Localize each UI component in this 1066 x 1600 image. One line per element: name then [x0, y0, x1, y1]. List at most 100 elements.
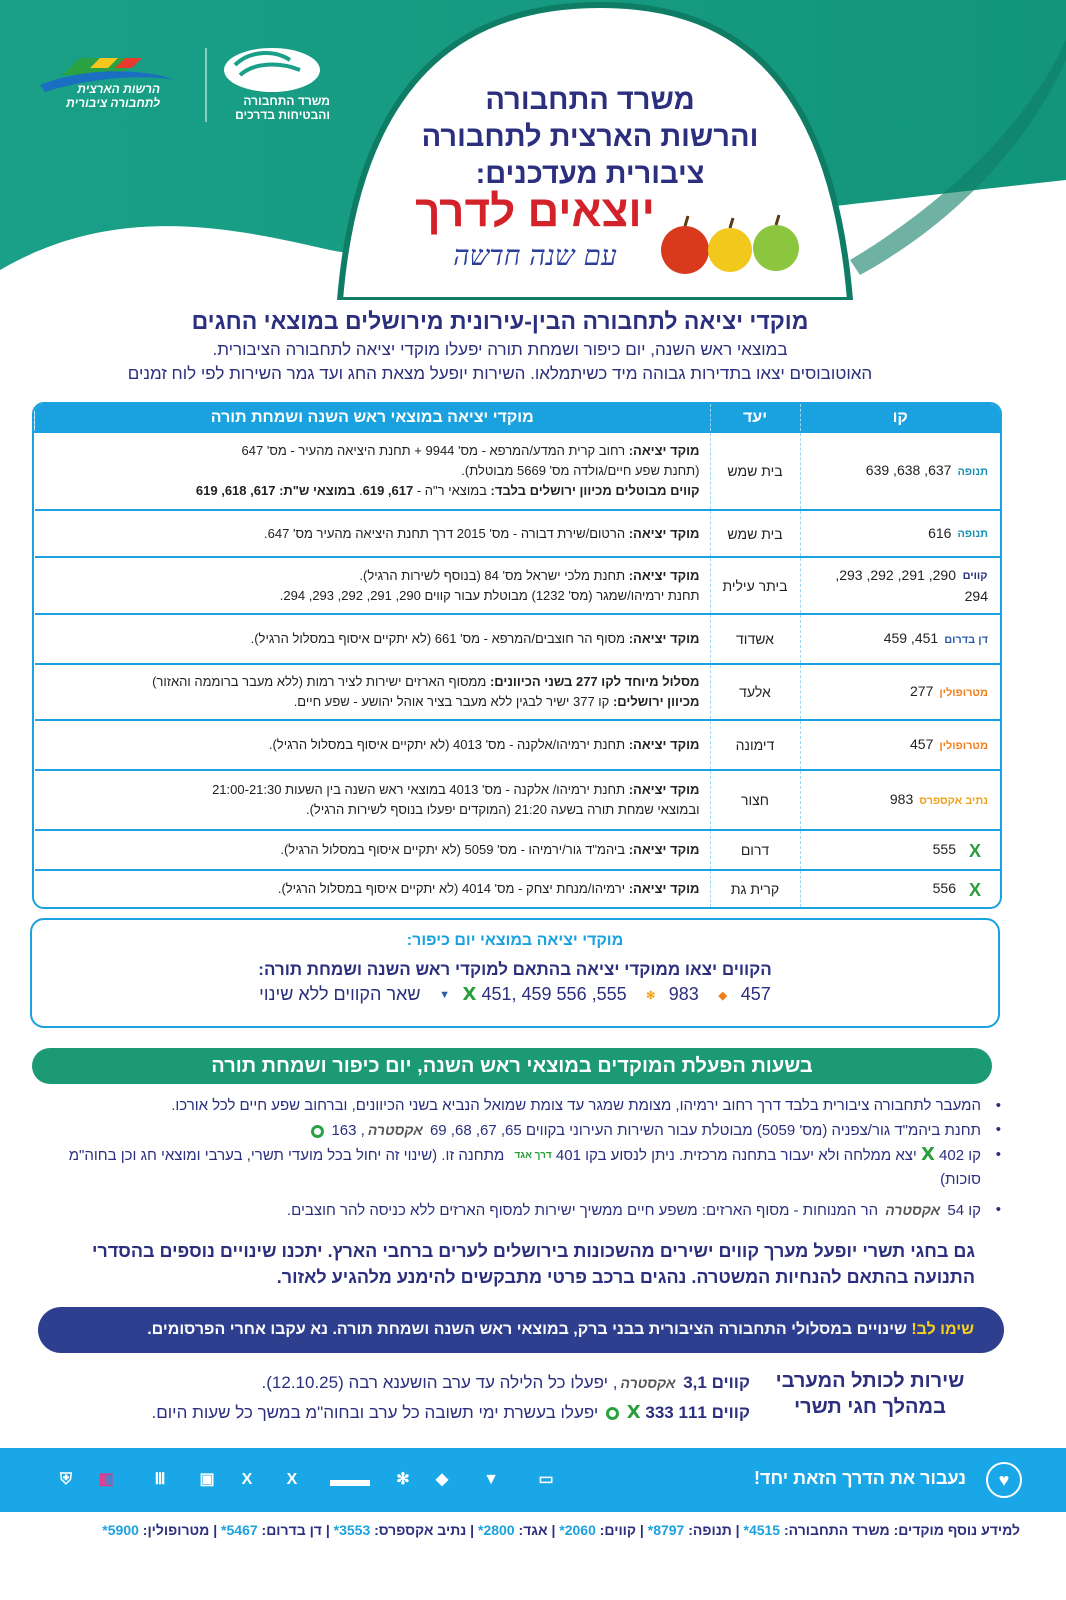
desc-line: ובמוצאי שמחת תורה בשעה 21:20 (המוקדים יפ…: [45, 800, 700, 820]
line-cell: מטרופולין 457: [800, 719, 1000, 770]
desc-bold: מוקד יציאה:: [628, 737, 700, 752]
kavim-logo-icon: קווים: [962, 570, 988, 583]
bullet-text: המעבר לתחבורה ציבורית בלבד דרך רחוב ירמי…: [171, 1097, 981, 1114]
line-cell: נתיב אקספרס 983: [800, 769, 1000, 830]
info-phone[interactable]: *4515: [743, 1522, 781, 1538]
line-numbers: 556: [932, 880, 956, 897]
title-line: משרד התחבורה: [485, 84, 695, 116]
desc-line: מוקד יציאה: תחנת מלכי ישראל מס' 84 (בנוס…: [45, 566, 700, 586]
apples-icon: [661, 214, 799, 274]
hours-title-bar: בשעות הפעלת המוקדים במוצאי ראש השנה, יום…: [32, 1048, 992, 1084]
bullet-text: קו 54: [947, 1202, 981, 1220]
line-numbers: 451, 459: [883, 630, 939, 647]
destination-cell: דרום: [709, 829, 801, 870]
desc-bold: במוצאי ש"ת: 617, 618, 619: [195, 483, 356, 498]
title-line: ציבורית מעדכנים:: [475, 158, 705, 190]
info-phone[interactable]: *5900: [102, 1522, 139, 1538]
line-cell: מטרופולין 277: [800, 663, 1000, 720]
info-line: למידע נוסף מוקדים: משרד התחבורה: *4515 |…: [20, 1522, 1020, 1538]
col-header-line: קו: [799, 404, 1000, 432]
nateev-express-logo-icon: ✻: [396, 1471, 410, 1488]
table-row: קווים290, 291, 292, 293, 294 ביתר עילית מו…: [34, 556, 1000, 614]
desc-text: (תחנת שפע חיים/גולדה מס' 5669 מבוטלת).: [461, 463, 700, 478]
desc-bold: מכיוון ירושלים:: [612, 694, 700, 709]
desc-text: .: [355, 483, 363, 498]
info-phone[interactable]: *2800: [478, 1522, 515, 1538]
line-cell: X 556: [800, 869, 1000, 907]
dan-badarom-logo-icon: ▼: [439, 989, 450, 1002]
info-phone[interactable]: *8797: [647, 1522, 685, 1538]
list-item: המעבר לתחבורה ציבורית בלבד דרך רחוב ירמי…: [30, 1094, 1005, 1118]
desc-line: מוקד יציאה: מסוף הר חוצבים/המרפא - מס' 6…: [45, 629, 700, 649]
separator: |: [321, 1522, 334, 1538]
municipality-logo-icon: ▣: [199, 1471, 215, 1488]
headline: מוקדי יציאה לתחבורה הבין-עירונית מירושלי…: [191, 308, 809, 334]
info-operator: תנופה:: [688, 1522, 732, 1538]
slogan-script: עם שנה חדשה: [453, 239, 617, 272]
info-operator: קווים:: [599, 1522, 637, 1538]
line-numbers: 290, 291, 292, 293, 294: [835, 566, 988, 605]
table-row: X 556 קרית גת מוקד יציאה: ירמיהו/מנחת יצחק …: [34, 869, 1000, 907]
yk-line: 983: [668, 984, 699, 1004]
destination-cell: חצור: [709, 769, 801, 830]
info-phone[interactable]: *5467: [221, 1522, 258, 1538]
list-item: קו 402 X יצא ממלחה ולא יעבור בתחנה מרכזי…: [30, 1143, 1005, 1192]
info-operator: משרד התחבורה:: [783, 1522, 890, 1538]
jerusalem-emblem-icon: ⛨: [59, 1471, 72, 1488]
line-numbers: 457: [910, 736, 934, 753]
separator: |: [636, 1522, 648, 1538]
wall-title: שירות לכותל המערבי: [775, 1370, 965, 1392]
line-numbers: 637, 638, 639: [865, 462, 952, 479]
desc-line: מכיוון ירושלים: קו 377 ישיר לבגין ללא מע…: [45, 692, 700, 712]
info-phone[interactable]: *2060: [559, 1522, 596, 1538]
desc-text: קו 377 ישיר לבגין ללא מעבר בציר אוהל יהו…: [293, 694, 613, 709]
desc-text: ירמיהו/מנחת יצחק - מס' 4014 (לא יתקיים א…: [277, 881, 629, 896]
desc-line: מוקד יציאה: תחנת ירמיהו/ אלקנה - מס' 401…: [45, 780, 699, 800]
yk-rest: שאר הקווים ללא שינוי: [259, 984, 421, 1004]
yom-kippur-box: מוקדי יציאה במוצאי יום כיפור: הקווים יצא…: [30, 918, 1000, 1028]
western-wall-lines: קווים 3,1 אקסטרה, יפעלו כל הלילה עד ערב …: [50, 1368, 751, 1428]
desc-text: תחנת ירמיהו/אלקנה - מס' 4013 (לא יתקיים …: [268, 737, 629, 752]
header-title: משרד התחבורה והרשות הארצית לתחבורה ציבור…: [380, 82, 800, 193]
line-numbers: 555: [932, 841, 956, 858]
departure-point-cell: מוקד יציאה: ירמיהו/מנחת יצחק - מס' 4014 …: [34, 869, 710, 907]
metropoline-logo-icon: מטרופולין: [939, 686, 988, 699]
hours-list: המעבר לתחבורה ציבורית בלבד דרך רחוב ירמי…: [30, 1094, 1005, 1223]
desc-text: תחנת מלכי ישראל מס' 84 (בנוסף לשירות הרג…: [359, 567, 629, 583]
destination-cell: דימונה: [709, 719, 801, 770]
x-logo-icon: X: [920, 1144, 935, 1165]
green-ring-logo-icon: [311, 1124, 325, 1138]
nateev-express-logo-icon: ✻: [646, 989, 656, 1002]
bullet-text: יצא ממלחה ולא יעבור בתחנה מרכזית. ניתן ל…: [555, 1147, 917, 1164]
bullet-text: הר המנוחות - מסוף הארזים: משפע חיים ממשי…: [287, 1202, 879, 1220]
desc-line: מוקד יציאה: ביהמ"ד גור/ירמיהו - מס' 5059…: [45, 840, 699, 860]
extra-logo-icon: אקסטרה: [367, 1122, 423, 1138]
line-cell: X 555: [800, 829, 1000, 870]
yk-line: 457: [740, 984, 771, 1004]
info-phone[interactable]: *3553: [333, 1522, 371, 1538]
dan-badarom-logo-icon: ▼: [483, 1471, 499, 1488]
extra-logo-icon: אקסטרה: [620, 1375, 676, 1391]
desc-text: רחוב קרית המדע/המרפא - מס' 9944 + תחנת ה…: [241, 443, 629, 458]
yk-line: 451, 459: [481, 984, 552, 1004]
table-row: נתיב אקספרס 983 חצור מוקד יציאה: תחנת ירמיה…: [34, 769, 1000, 830]
desc-bold: קווים מבוטלים מכיוון ירושלים בלבד:: [490, 483, 700, 498]
metropoline-logo-icon: ◆: [718, 989, 727, 1002]
line-cell: תנופה 616: [800, 509, 1000, 557]
separator: |: [547, 1522, 560, 1538]
desc-text: מסוף הר חוצבים/המרפא - מס' 661 (לא יתקיי…: [250, 631, 629, 646]
tnufa-logo-icon: ▬▬: [330, 1469, 370, 1491]
x-logo-icon: X: [968, 879, 981, 900]
desc-text: תחנת ירמיהו/ אלקנה - מס' 4013 במוצאי ראש…: [212, 782, 629, 797]
table-row: דן בדרום 451, 459 אשדוד מוקד יציאה: מסוף הר…: [34, 613, 1000, 664]
desc-text: הרטום/שירת דבורה - מס' 2015 דרך תחנת היצ…: [264, 525, 629, 541]
departure-point-cell: מוקד יציאה: הרטום/שירת דבורה - מס' 2015 …: [34, 509, 710, 557]
tnufa-logo-icon: תנופה: [957, 465, 988, 478]
desc-bold: מוקד יציאה:: [628, 567, 700, 583]
green-ring-logo-icon: [606, 1407, 620, 1421]
western-wall-title: שירות לכותל המערבי במהלך חגי תשרי: [770, 1368, 970, 1420]
extra-logo-icon: X: [241, 1471, 253, 1488]
bullet-text: תחנת ביהמ"ד גור/צפניה (מס' 5059) מבוטלת …: [429, 1122, 981, 1139]
desc-line: מוקד יציאה: הרטום/שירת דבורה - מס' 2015 …: [45, 524, 699, 544]
list-item: קו 54 אקסטרה הר המנוחות - מסוף הארזים: מ…: [30, 1198, 1005, 1223]
